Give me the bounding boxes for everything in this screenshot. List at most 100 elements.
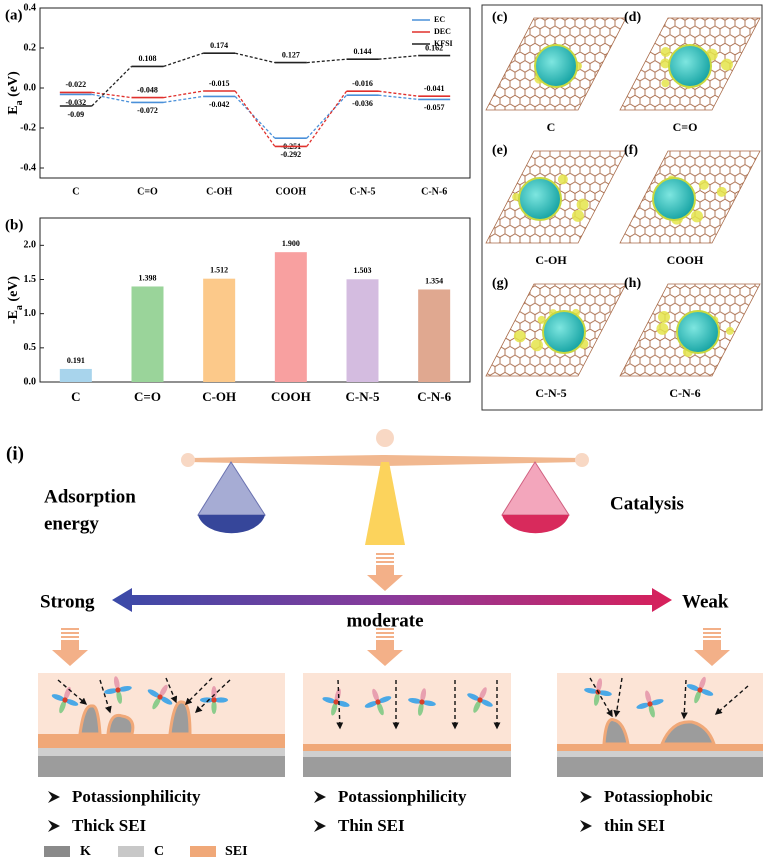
flux-arrow [336,679,344,730]
bar [131,286,164,382]
molecule-arm [214,697,228,703]
molecule-core [647,701,653,707]
value-label: 1.354 [425,276,443,285]
legend-text: SEI [225,844,248,859]
charge-lobe [720,58,733,71]
molecule [467,687,493,713]
molecule-arm [467,693,481,701]
bullet-text: Potassionphilicity [338,787,467,806]
flux-arrow [680,679,688,720]
molecule-arm [473,699,481,713]
adsorbed-k [534,44,578,88]
scale-label: Weak [682,591,729,612]
charge-lobe [661,79,670,88]
molecule-arm [152,696,161,710]
legend-text: EC [434,15,445,24]
connector [306,94,347,139]
molecule-arm [479,699,493,707]
x-tick-label: C-OH [202,389,236,404]
molecule-core [157,694,163,700]
charge-lobe [537,315,546,324]
connector [163,95,204,104]
panel-tag: (d) [624,10,641,25]
molecule-arm [584,687,599,694]
molecule-arm [51,694,66,702]
molecule-arm [686,684,701,692]
charge-lobe [658,311,671,324]
y-tick-label: -0.2 [20,122,36,133]
molecule-arm [59,699,67,714]
connector [163,52,204,68]
charge-lobe [557,174,568,185]
bullet-text: thin SEI [604,816,665,835]
molecule-arm [699,688,714,696]
connector [378,54,419,60]
molecule-core [477,697,483,703]
molecule [686,676,714,704]
y-axis-label-part: (eV) [6,276,21,305]
y-tick-label: 0.5 [24,342,37,353]
molecule-arm [159,684,168,698]
x-tick-label: C-N-6 [421,186,447,197]
y-tick-label: 1.0 [24,308,37,319]
y-axis-label-part: -E [6,310,21,324]
x-tick-label: C-N-5 [349,186,375,197]
molecule-arm [331,701,338,716]
value-label: 0.174 [210,41,228,50]
value-label: 1.398 [139,273,157,282]
y-tick-label: 2.0 [24,240,37,251]
bar [274,252,307,382]
y-axis-label-part: (eV) [6,71,21,100]
value-label: -0.292 [280,150,301,159]
molecule-arm [200,697,214,703]
structure-frame [481,4,763,411]
y-axis-label-part: E [6,105,21,114]
value-label: 1.503 [354,266,372,275]
legend-text: K [80,844,91,859]
connector [378,94,419,101]
panel-tag: (e) [492,143,508,158]
charge-lobe [513,330,526,343]
structure-label: C-N-6 [669,386,700,400]
scale-label: moderate [346,610,423,631]
y-tick-label: -0.4 [20,162,36,173]
molecule-arm [636,702,651,709]
molecule-arm [408,697,423,704]
charge-lobe [691,210,704,223]
molecule-core [115,687,121,693]
molecule-arm [117,685,132,692]
x-tick-label: C-N-6 [417,389,451,404]
structure-label: C-N-5 [535,386,566,400]
charge-lobe [660,47,671,58]
value-label: 0.144 [354,47,372,56]
x-tick-label: C-N-5 [346,389,380,404]
bullet-text: Potassiophobic [604,787,713,806]
x-tick-label: COOH [276,186,307,197]
value-label: -0.015 [209,79,230,88]
adsorbed-k [652,177,696,221]
molecule-arm [597,690,612,697]
connector [91,93,132,104]
charge-lobe [698,179,709,190]
molecule [636,690,664,718]
structure-label: C [547,120,556,134]
y-axis-label-part: a [14,100,25,105]
value-label: -0.032 [65,98,86,107]
molecule [584,678,612,706]
molecule-core [62,697,68,703]
molecule-arm [596,678,603,693]
value-label: 1.900 [282,239,300,248]
x-tick-label: C [71,389,80,404]
charge-lobe [716,186,727,197]
structure [619,283,761,377]
molecule-arm [593,691,600,706]
y-tick-label: 1.5 [24,274,37,285]
bar [346,279,379,382]
panel-tag: (i) [6,443,24,464]
panel-tag: (b) [5,217,23,233]
structure-label: C-OH [535,253,567,267]
structure [485,17,627,111]
structure-label: COOH [667,253,704,267]
connector [235,52,275,64]
